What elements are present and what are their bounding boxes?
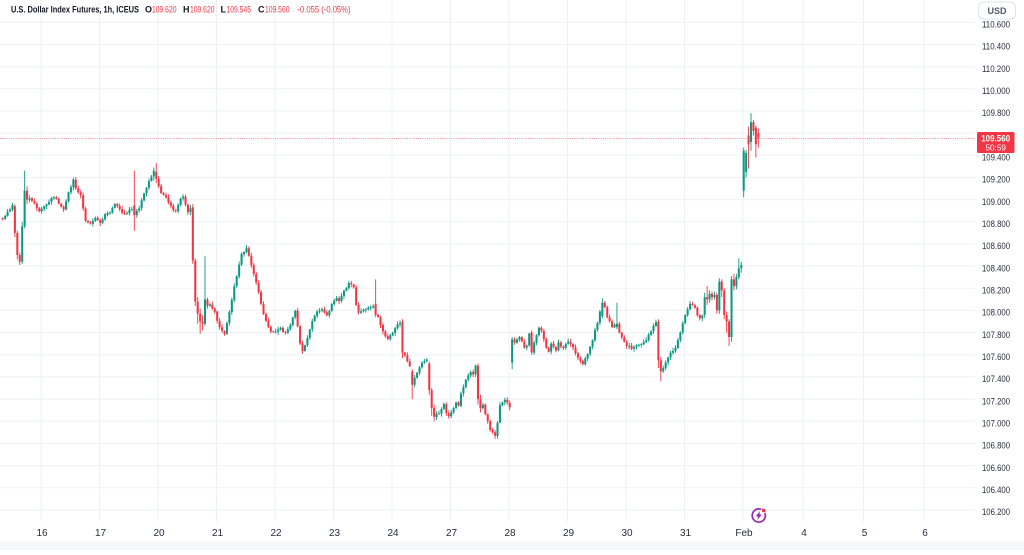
svg-text:109.545: 109.545 xyxy=(227,5,252,15)
svg-text:108.600: 108.600 xyxy=(982,241,1010,251)
svg-text:23: 23 xyxy=(329,528,341,539)
svg-text:27: 27 xyxy=(446,528,458,539)
svg-text:30: 30 xyxy=(621,528,633,539)
svg-text:106.600: 106.600 xyxy=(982,463,1010,473)
svg-text:16: 16 xyxy=(36,528,48,539)
svg-text:20: 20 xyxy=(153,528,165,539)
svg-text:109.400: 109.400 xyxy=(982,153,1010,163)
svg-text:107.000: 107.000 xyxy=(982,418,1010,428)
svg-text:6: 6 xyxy=(922,528,928,539)
svg-text:O: O xyxy=(145,5,152,15)
svg-text:-0.055 (-0.05%): -0.055 (-0.05%) xyxy=(298,5,351,15)
svg-text:107.800: 107.800 xyxy=(982,330,1010,340)
svg-text:110.200: 110.200 xyxy=(982,64,1010,74)
svg-text:109.000: 109.000 xyxy=(982,197,1010,207)
svg-text:L: L xyxy=(221,5,227,15)
svg-text:110.000: 110.000 xyxy=(982,86,1010,96)
svg-text:28: 28 xyxy=(504,528,516,539)
svg-text:109.800: 109.800 xyxy=(982,108,1010,118)
svg-text:17: 17 xyxy=(95,528,107,539)
svg-text:USD: USD xyxy=(987,6,1007,16)
svg-text:110.600: 110.600 xyxy=(982,20,1010,30)
svg-text:109.560: 109.560 xyxy=(981,133,1010,143)
svg-text:109.620: 109.620 xyxy=(152,5,177,15)
svg-text:106.400: 106.400 xyxy=(982,485,1010,495)
svg-text:U.S. Dollar Index Futures, 1h,: U.S. Dollar Index Futures, 1h, ICEUS xyxy=(11,5,139,15)
svg-text:29: 29 xyxy=(563,528,575,539)
svg-text:31: 31 xyxy=(680,528,692,539)
svg-text:108.400: 108.400 xyxy=(982,263,1010,273)
svg-text:H: H xyxy=(183,5,190,15)
svg-text:107.600: 107.600 xyxy=(982,352,1010,362)
svg-text:108.800: 108.800 xyxy=(982,219,1010,229)
svg-text:109.560: 109.560 xyxy=(265,5,290,15)
svg-text:5: 5 xyxy=(862,528,868,539)
svg-text:50:59: 50:59 xyxy=(985,143,1006,152)
svg-text:21: 21 xyxy=(212,528,224,539)
svg-text:109.620: 109.620 xyxy=(190,5,215,15)
svg-text:107.200: 107.200 xyxy=(982,396,1010,406)
svg-text:109.200: 109.200 xyxy=(982,175,1010,185)
svg-text:110.400: 110.400 xyxy=(982,42,1010,52)
svg-text:22: 22 xyxy=(270,528,282,539)
svg-text:24: 24 xyxy=(387,528,399,539)
svg-text:106.200: 106.200 xyxy=(982,507,1010,517)
svg-text:4: 4 xyxy=(801,528,807,539)
svg-text:108.000: 108.000 xyxy=(982,308,1010,318)
svg-text:106.800: 106.800 xyxy=(982,441,1010,451)
svg-text:107.400: 107.400 xyxy=(982,374,1010,384)
svg-text:Feb: Feb xyxy=(735,528,753,539)
svg-text:108.200: 108.200 xyxy=(982,286,1010,296)
svg-text:C: C xyxy=(258,5,265,15)
